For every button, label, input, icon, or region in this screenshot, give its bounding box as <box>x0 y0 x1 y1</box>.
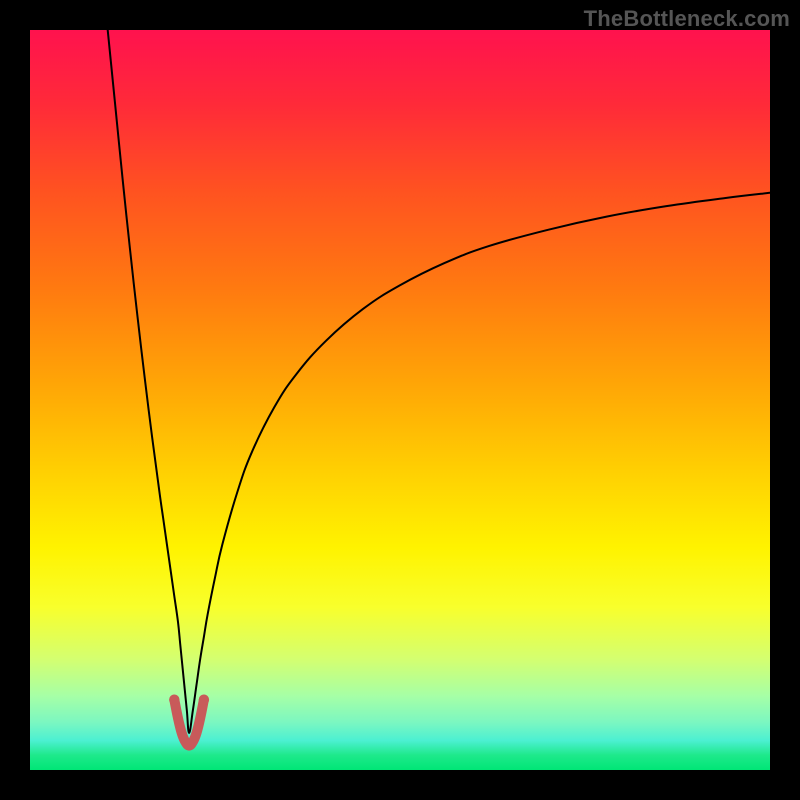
plot-area <box>30 30 770 770</box>
watermark-text: TheBottleneck.com <box>584 6 790 32</box>
bottleneck-chart <box>30 30 770 770</box>
outer-frame: TheBottleneck.com <box>0 0 800 800</box>
